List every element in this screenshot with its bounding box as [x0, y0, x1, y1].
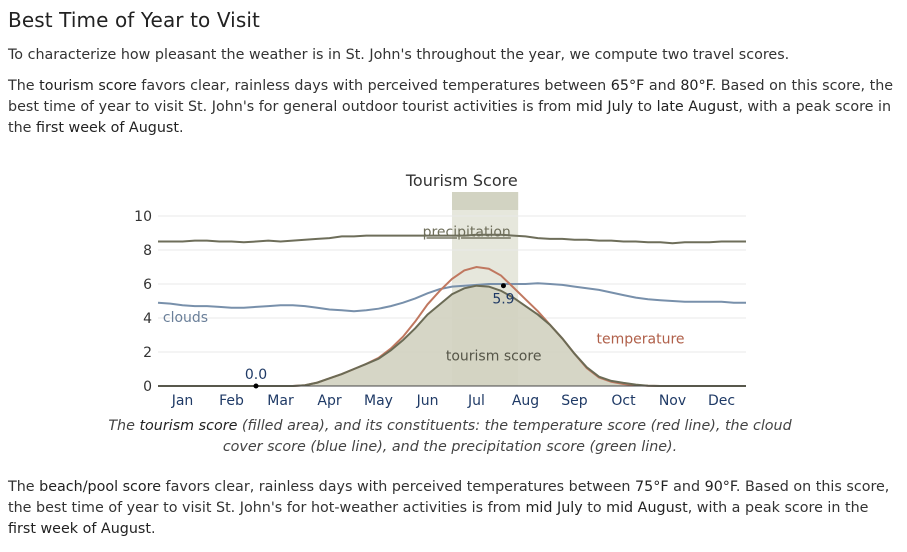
text-run: and: [668, 479, 705, 495]
text-run: The: [108, 418, 140, 434]
best-start: mid July: [575, 99, 634, 115]
series-area-tourism-score: [158, 285, 746, 386]
series-label-temperature: temperature: [597, 331, 685, 347]
y-tick-label: 8: [143, 243, 152, 259]
x-tick-label: Feb: [219, 393, 244, 409]
y-tick-label: 6: [143, 277, 152, 293]
tourism-score-paragraph: The tourism score favors clear, rainless…: [8, 76, 903, 139]
chart-title: Tourism Score: [405, 171, 518, 190]
x-tick-label: Sep: [561, 393, 588, 409]
x-tick-label: Dec: [708, 393, 735, 409]
x-tick-label: Jan: [171, 393, 194, 409]
max-temp-value: 80°F: [680, 78, 712, 94]
text-run: . Based on this score, the best time of …: [8, 78, 894, 115]
x-tick-label: Apr: [317, 393, 341, 409]
text-run: to: [582, 500, 607, 516]
text-run: , with a peak score in the: [687, 500, 869, 516]
y-tick-label: 10: [134, 209, 152, 225]
series-label-clouds: clouds: [163, 310, 208, 326]
series-line-precipitation: [158, 233, 746, 245]
beach-score-paragraph: The beach/pool score favors clear, rainl…: [8, 477, 898, 540]
beach-score-term: beach/pool score: [39, 479, 162, 495]
peak-highlight-cap: [452, 192, 519, 210]
y-tick-label: 0: [143, 379, 152, 395]
tourism-score-term: tourism score: [39, 78, 137, 94]
text-run: .: [150, 521, 156, 537]
x-tick-label: Jun: [416, 393, 439, 409]
chart-caption: The tourism score (filled area), and its…: [100, 416, 800, 458]
x-tick-label: Jul: [467, 393, 485, 409]
x-tick-label: Nov: [659, 393, 686, 409]
text-run: favors clear, rainless days with perceiv…: [136, 78, 611, 94]
x-tick-label: Oct: [611, 393, 636, 409]
peak-week: first week of August: [36, 120, 179, 136]
text-run: The: [8, 78, 40, 94]
intro-paragraph: To characterize how pleasant the weather…: [8, 47, 790, 63]
series-label-precipitation: precipitation: [423, 224, 511, 240]
beach-min-temp: 75°F: [635, 479, 669, 495]
text-run: and: [644, 78, 681, 94]
annotation-point: [253, 383, 259, 389]
min-temp-value: 65°F: [610, 78, 645, 94]
beach-max-temp: 90°F: [704, 479, 736, 495]
annotation-label: 5.9: [492, 292, 514, 308]
text-run: , with a peak score in the: [8, 99, 892, 136]
y-tick-label: 2: [143, 345, 152, 361]
chart-svg: Tourism Score 0 2 4 6 8 10 Jan Feb Mar Apr May Jun Ju…: [134, 171, 746, 409]
annotation-point: [500, 283, 506, 289]
text-run: to: [633, 99, 657, 115]
best-end: late August: [656, 99, 739, 115]
text-run: (filled area), and its constituents: the…: [222, 418, 792, 455]
text-run: . Based on this score, the best time of …: [8, 479, 890, 516]
tourism-score-chart: Tourism Score 0 2 4 6 8 10 Jan Feb Mar Apr May Jun Ju…: [0, 162, 907, 462]
text-run: The: [8, 479, 40, 495]
x-tick-label: Mar: [267, 393, 294, 409]
caption-tourism-term: tourism score: [139, 418, 238, 434]
annotation-label: 0.0: [245, 367, 267, 383]
x-tick-label: May: [364, 393, 393, 409]
text-run: .: [178, 120, 184, 136]
beach-best-start: mid July: [525, 500, 583, 516]
section-heading: Best Time of Year to Visit: [8, 8, 260, 32]
series-line-clouds: [157, 282, 746, 313]
text-run: favors clear, rainless days with perceiv…: [161, 479, 636, 495]
x-tick-label: Aug: [512, 393, 539, 409]
beach-peak-week: first week of August: [8, 521, 151, 537]
beach-best-end: mid August: [606, 500, 688, 516]
series-label-tourism-score: tourism score: [446, 348, 542, 364]
y-tick-label: 4: [143, 311, 152, 327]
